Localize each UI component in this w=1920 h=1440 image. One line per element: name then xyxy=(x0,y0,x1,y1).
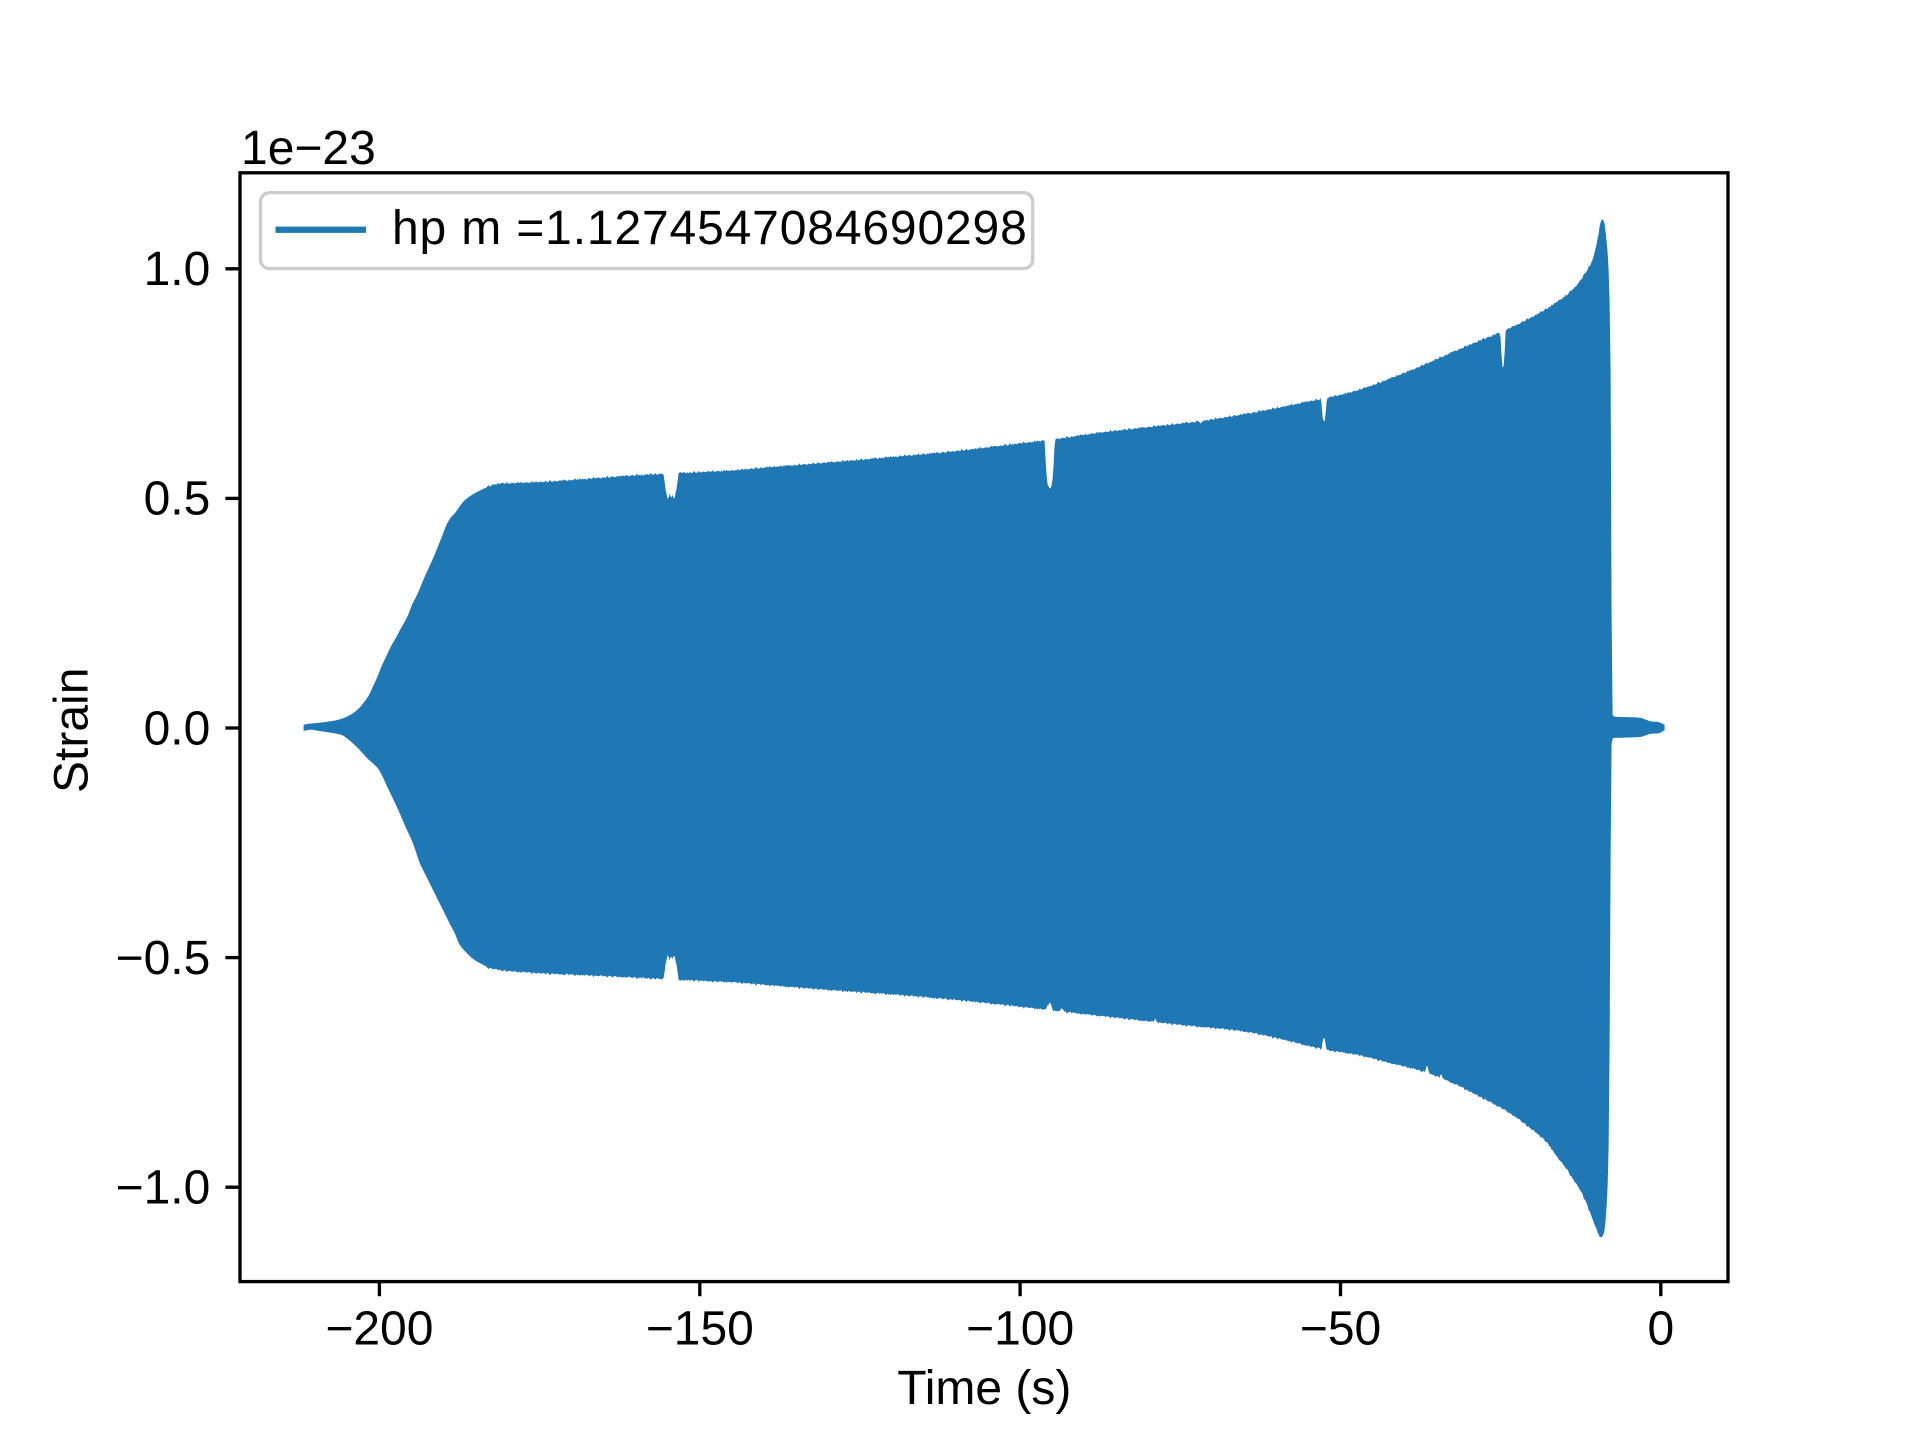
svg-text:−50: −50 xyxy=(1300,1303,1381,1356)
svg-text:−1.0: −1.0 xyxy=(116,1162,211,1215)
svg-text:−200: −200 xyxy=(325,1303,433,1356)
svg-text:0.5: 0.5 xyxy=(144,473,211,526)
svg-text:−150: −150 xyxy=(646,1303,754,1356)
svg-text:1.0: 1.0 xyxy=(144,243,211,296)
svg-text:Time (s): Time (s) xyxy=(897,1362,1071,1415)
svg-text:−0.5: −0.5 xyxy=(116,932,211,985)
svg-text:−100: −100 xyxy=(966,1303,1074,1356)
svg-text:Strain: Strain xyxy=(46,668,99,793)
svg-text:1e−23: 1e−23 xyxy=(241,122,376,175)
svg-text:0.0: 0.0 xyxy=(144,702,211,755)
svg-text:0: 0 xyxy=(1647,1303,1674,1356)
svg-text:hp m =1.1274547084690298: hp m =1.1274547084690298 xyxy=(392,202,1028,255)
